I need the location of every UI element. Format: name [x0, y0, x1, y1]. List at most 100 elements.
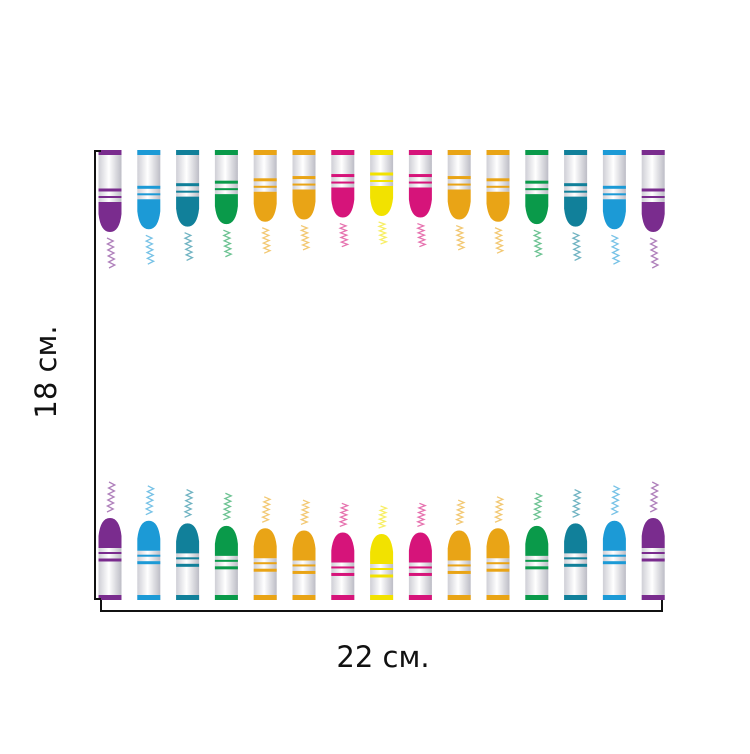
- crayon: [176, 489, 200, 600]
- crayon-body: [447, 560, 471, 600]
- crayon-tip: [486, 191, 510, 222]
- crayon-tip: [253, 191, 277, 222]
- crayon: [292, 499, 316, 600]
- crayon-stripe: [641, 552, 665, 554]
- crayon-cap-band: [253, 595, 277, 600]
- crayon-body: [408, 150, 432, 188]
- crayon: [137, 150, 161, 265]
- crayon: [447, 150, 471, 251]
- crayon-body: [98, 548, 122, 600]
- crayon-scribble: [493, 227, 505, 254]
- crayon-scribble: [105, 237, 117, 269]
- crayon-tip: [602, 520, 626, 551]
- crayon-body: [602, 550, 626, 600]
- width-label: 22 см.: [336, 640, 429, 674]
- crayon-stripe: [370, 568, 394, 570]
- crayon-stripe: [98, 552, 122, 554]
- crayon-cap-band: [564, 595, 588, 600]
- crayon-cap-band: [370, 595, 394, 600]
- crayon-stripe: [486, 178, 510, 182]
- crayon-body: [370, 150, 394, 186]
- crayon-cap-band: [370, 150, 394, 155]
- width-dimension-line: [100, 600, 663, 612]
- crayon-stripe: [253, 568, 277, 572]
- crayon: [525, 150, 549, 258]
- crayon-stripe: [525, 566, 549, 570]
- crayon-stripe: [292, 570, 316, 574]
- crayon-tip: [370, 186, 394, 216]
- crayon-stripe: [292, 564, 316, 567]
- crayon: [331, 502, 355, 600]
- crayon-body: [214, 555, 238, 600]
- crayon-body: [98, 150, 122, 202]
- crayon-tip: [564, 523, 588, 554]
- crayon-body: [564, 553, 588, 600]
- crayon-cap-band: [525, 150, 549, 155]
- crayon-body: [331, 562, 355, 600]
- crayon: [370, 150, 394, 245]
- crayon-tip: [641, 518, 665, 548]
- crayon-tip: [137, 199, 161, 230]
- crayon-stripe: [214, 566, 238, 570]
- crayon-tip: [564, 196, 588, 227]
- crayon-tip: [486, 528, 510, 559]
- crayon-stripe: [137, 561, 161, 565]
- crayon-cap-band: [137, 150, 161, 155]
- crayon-body: [486, 150, 510, 192]
- crayon-tip: [176, 523, 200, 554]
- crayon-cap-band: [214, 150, 238, 155]
- crayon-stripe: [564, 183, 588, 187]
- crayon-cap-band: [486, 595, 510, 600]
- crayon-scribble: [183, 232, 194, 261]
- crayon-stripe: [176, 183, 200, 187]
- crayon-scribble: [299, 499, 311, 526]
- crayon-scribble: [493, 496, 505, 523]
- crayon-cap-band: [253, 150, 277, 155]
- crayon: [408, 502, 432, 600]
- crayon-body: [641, 150, 665, 202]
- crayon-body: [370, 564, 394, 600]
- crayon-body: [486, 558, 510, 600]
- crayon-stripe: [564, 563, 588, 567]
- crayon-scribble: [532, 229, 544, 258]
- crayon-tip: [602, 199, 626, 230]
- crayon-tip: [137, 520, 161, 551]
- crayon-stripe: [641, 196, 665, 198]
- crayon-stripe: [331, 572, 355, 576]
- crayon-stripe: [641, 188, 665, 192]
- crayon-body: [641, 548, 665, 600]
- crayon-scribble: [144, 234, 156, 265]
- crayon-tip: [447, 189, 471, 220]
- crayon-scribble: [649, 237, 660, 269]
- crayon-cap-band: [176, 150, 200, 155]
- crayon-cap-band: [137, 595, 161, 600]
- crayon-cap-band: [602, 150, 626, 155]
- crayon-stripe: [98, 188, 122, 192]
- crayon-scribble: [144, 485, 156, 516]
- crayon-body: [525, 150, 549, 195]
- crayon-stripe: [137, 554, 161, 557]
- crayon-stripe: [370, 574, 394, 578]
- crayon-scribble: [105, 481, 117, 513]
- crayon-stripe: [253, 185, 277, 188]
- crayon-stripe: [408, 572, 432, 576]
- crayon-cap-band: [564, 150, 588, 155]
- crayon-stripe: [137, 185, 161, 189]
- crayon-stripe: [214, 180, 238, 184]
- crayon-tip: [408, 187, 432, 218]
- crayon: [253, 150, 277, 254]
- crayon-cap-band: [331, 595, 355, 600]
- crayon-body: [564, 150, 588, 197]
- crayon-cap-band: [525, 595, 549, 600]
- crayon-scribble: [222, 229, 233, 258]
- crayon: [525, 492, 549, 600]
- crayon-body: [253, 558, 277, 600]
- crayon-cap-band: [331, 150, 355, 155]
- crayon-tip: [98, 202, 122, 232]
- crayon-stripe: [602, 561, 626, 565]
- crayon-stripe: [253, 178, 277, 182]
- crayon-body: [137, 550, 161, 600]
- crayon: [641, 150, 665, 269]
- crayon-stripe: [331, 566, 355, 569]
- crayon-cap-band: [447, 150, 471, 155]
